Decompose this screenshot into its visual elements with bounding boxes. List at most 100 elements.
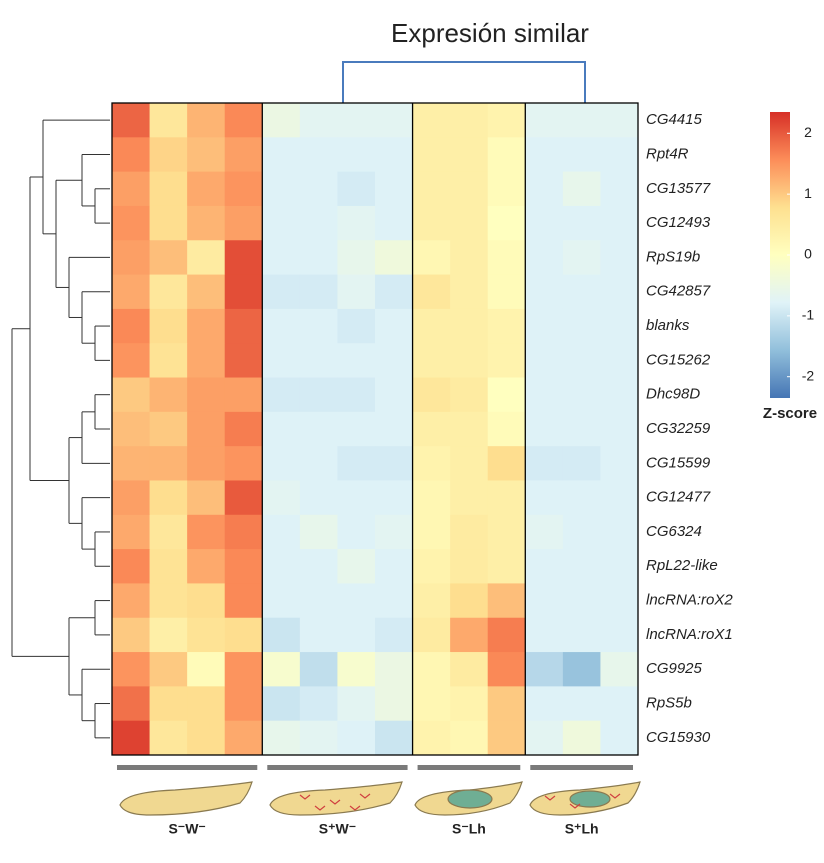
cell xyxy=(224,274,263,310)
cell xyxy=(412,308,451,344)
cell xyxy=(262,514,301,550)
cell xyxy=(224,343,263,379)
cell xyxy=(299,171,338,207)
cell xyxy=(337,377,376,413)
cell xyxy=(149,274,188,310)
cell xyxy=(412,480,451,516)
cell xyxy=(262,411,301,447)
cell xyxy=(562,377,601,413)
cell xyxy=(187,205,226,241)
cell xyxy=(187,617,226,653)
cell xyxy=(600,205,639,241)
cell xyxy=(412,205,451,241)
cell xyxy=(487,343,526,379)
cell xyxy=(224,686,263,722)
colorbar-tick-label: 1 xyxy=(804,185,812,201)
cell xyxy=(600,343,639,379)
cell xyxy=(224,652,263,687)
cell xyxy=(149,411,188,447)
cell xyxy=(112,446,151,481)
cell xyxy=(487,274,526,310)
cell xyxy=(262,549,301,584)
cell xyxy=(600,446,639,481)
cell xyxy=(600,308,639,344)
cell xyxy=(487,686,526,722)
cell xyxy=(525,720,564,756)
cell xyxy=(562,308,601,344)
cell xyxy=(337,652,376,687)
cell xyxy=(187,514,226,550)
group-label: S⁻W⁻ xyxy=(168,821,205,837)
cell xyxy=(224,720,263,756)
cell xyxy=(375,411,414,447)
cell xyxy=(487,480,526,516)
cell xyxy=(562,480,601,516)
cell xyxy=(149,377,188,413)
cell xyxy=(375,617,414,653)
cell xyxy=(450,686,489,722)
cell xyxy=(487,720,526,756)
cell xyxy=(600,137,639,173)
cell xyxy=(224,617,263,653)
gene-label: blanks xyxy=(646,317,690,334)
cell xyxy=(262,686,301,722)
cell xyxy=(562,240,601,276)
cell xyxy=(299,686,338,722)
cell xyxy=(187,377,226,413)
larvae xyxy=(119,781,641,816)
cell xyxy=(149,137,188,173)
cell xyxy=(487,617,526,653)
cell xyxy=(525,171,564,207)
cell xyxy=(412,446,451,481)
cell xyxy=(525,617,564,653)
cell xyxy=(412,514,451,550)
larva xyxy=(119,781,253,816)
cell xyxy=(375,652,414,687)
cell xyxy=(450,617,489,653)
cell xyxy=(412,171,451,207)
cell xyxy=(224,480,263,516)
cell xyxy=(337,617,376,653)
cell xyxy=(337,171,376,207)
cell xyxy=(149,549,188,584)
cell xyxy=(600,411,639,447)
cell xyxy=(149,171,188,207)
cell xyxy=(600,514,639,550)
cell xyxy=(187,171,226,207)
cell xyxy=(112,583,151,619)
cell xyxy=(149,480,188,516)
gene-label: CG9925 xyxy=(646,660,703,677)
cell xyxy=(525,377,564,413)
cell xyxy=(412,686,451,722)
cell xyxy=(412,652,451,687)
cell xyxy=(375,549,414,584)
cell xyxy=(299,137,338,173)
cell xyxy=(450,308,489,344)
cell xyxy=(337,480,376,516)
cell xyxy=(450,240,489,276)
cell xyxy=(187,343,226,379)
cell xyxy=(299,411,338,447)
cell xyxy=(487,377,526,413)
cell xyxy=(375,377,414,413)
cell xyxy=(562,137,601,173)
cell xyxy=(450,274,489,310)
worms xyxy=(299,793,621,811)
cell xyxy=(487,240,526,276)
cell xyxy=(299,480,338,516)
cell xyxy=(375,205,414,241)
cell xyxy=(487,205,526,241)
cell xyxy=(375,480,414,516)
cell xyxy=(187,446,226,481)
cell xyxy=(562,274,601,310)
gene-label: CG42857 xyxy=(646,283,711,300)
cell xyxy=(224,514,263,550)
cell xyxy=(299,308,338,344)
group-bar xyxy=(267,765,408,770)
cell xyxy=(375,686,414,722)
cell xyxy=(149,583,188,619)
cell xyxy=(487,652,526,687)
cell xyxy=(149,652,188,687)
cell xyxy=(450,720,489,756)
cell xyxy=(562,652,601,687)
